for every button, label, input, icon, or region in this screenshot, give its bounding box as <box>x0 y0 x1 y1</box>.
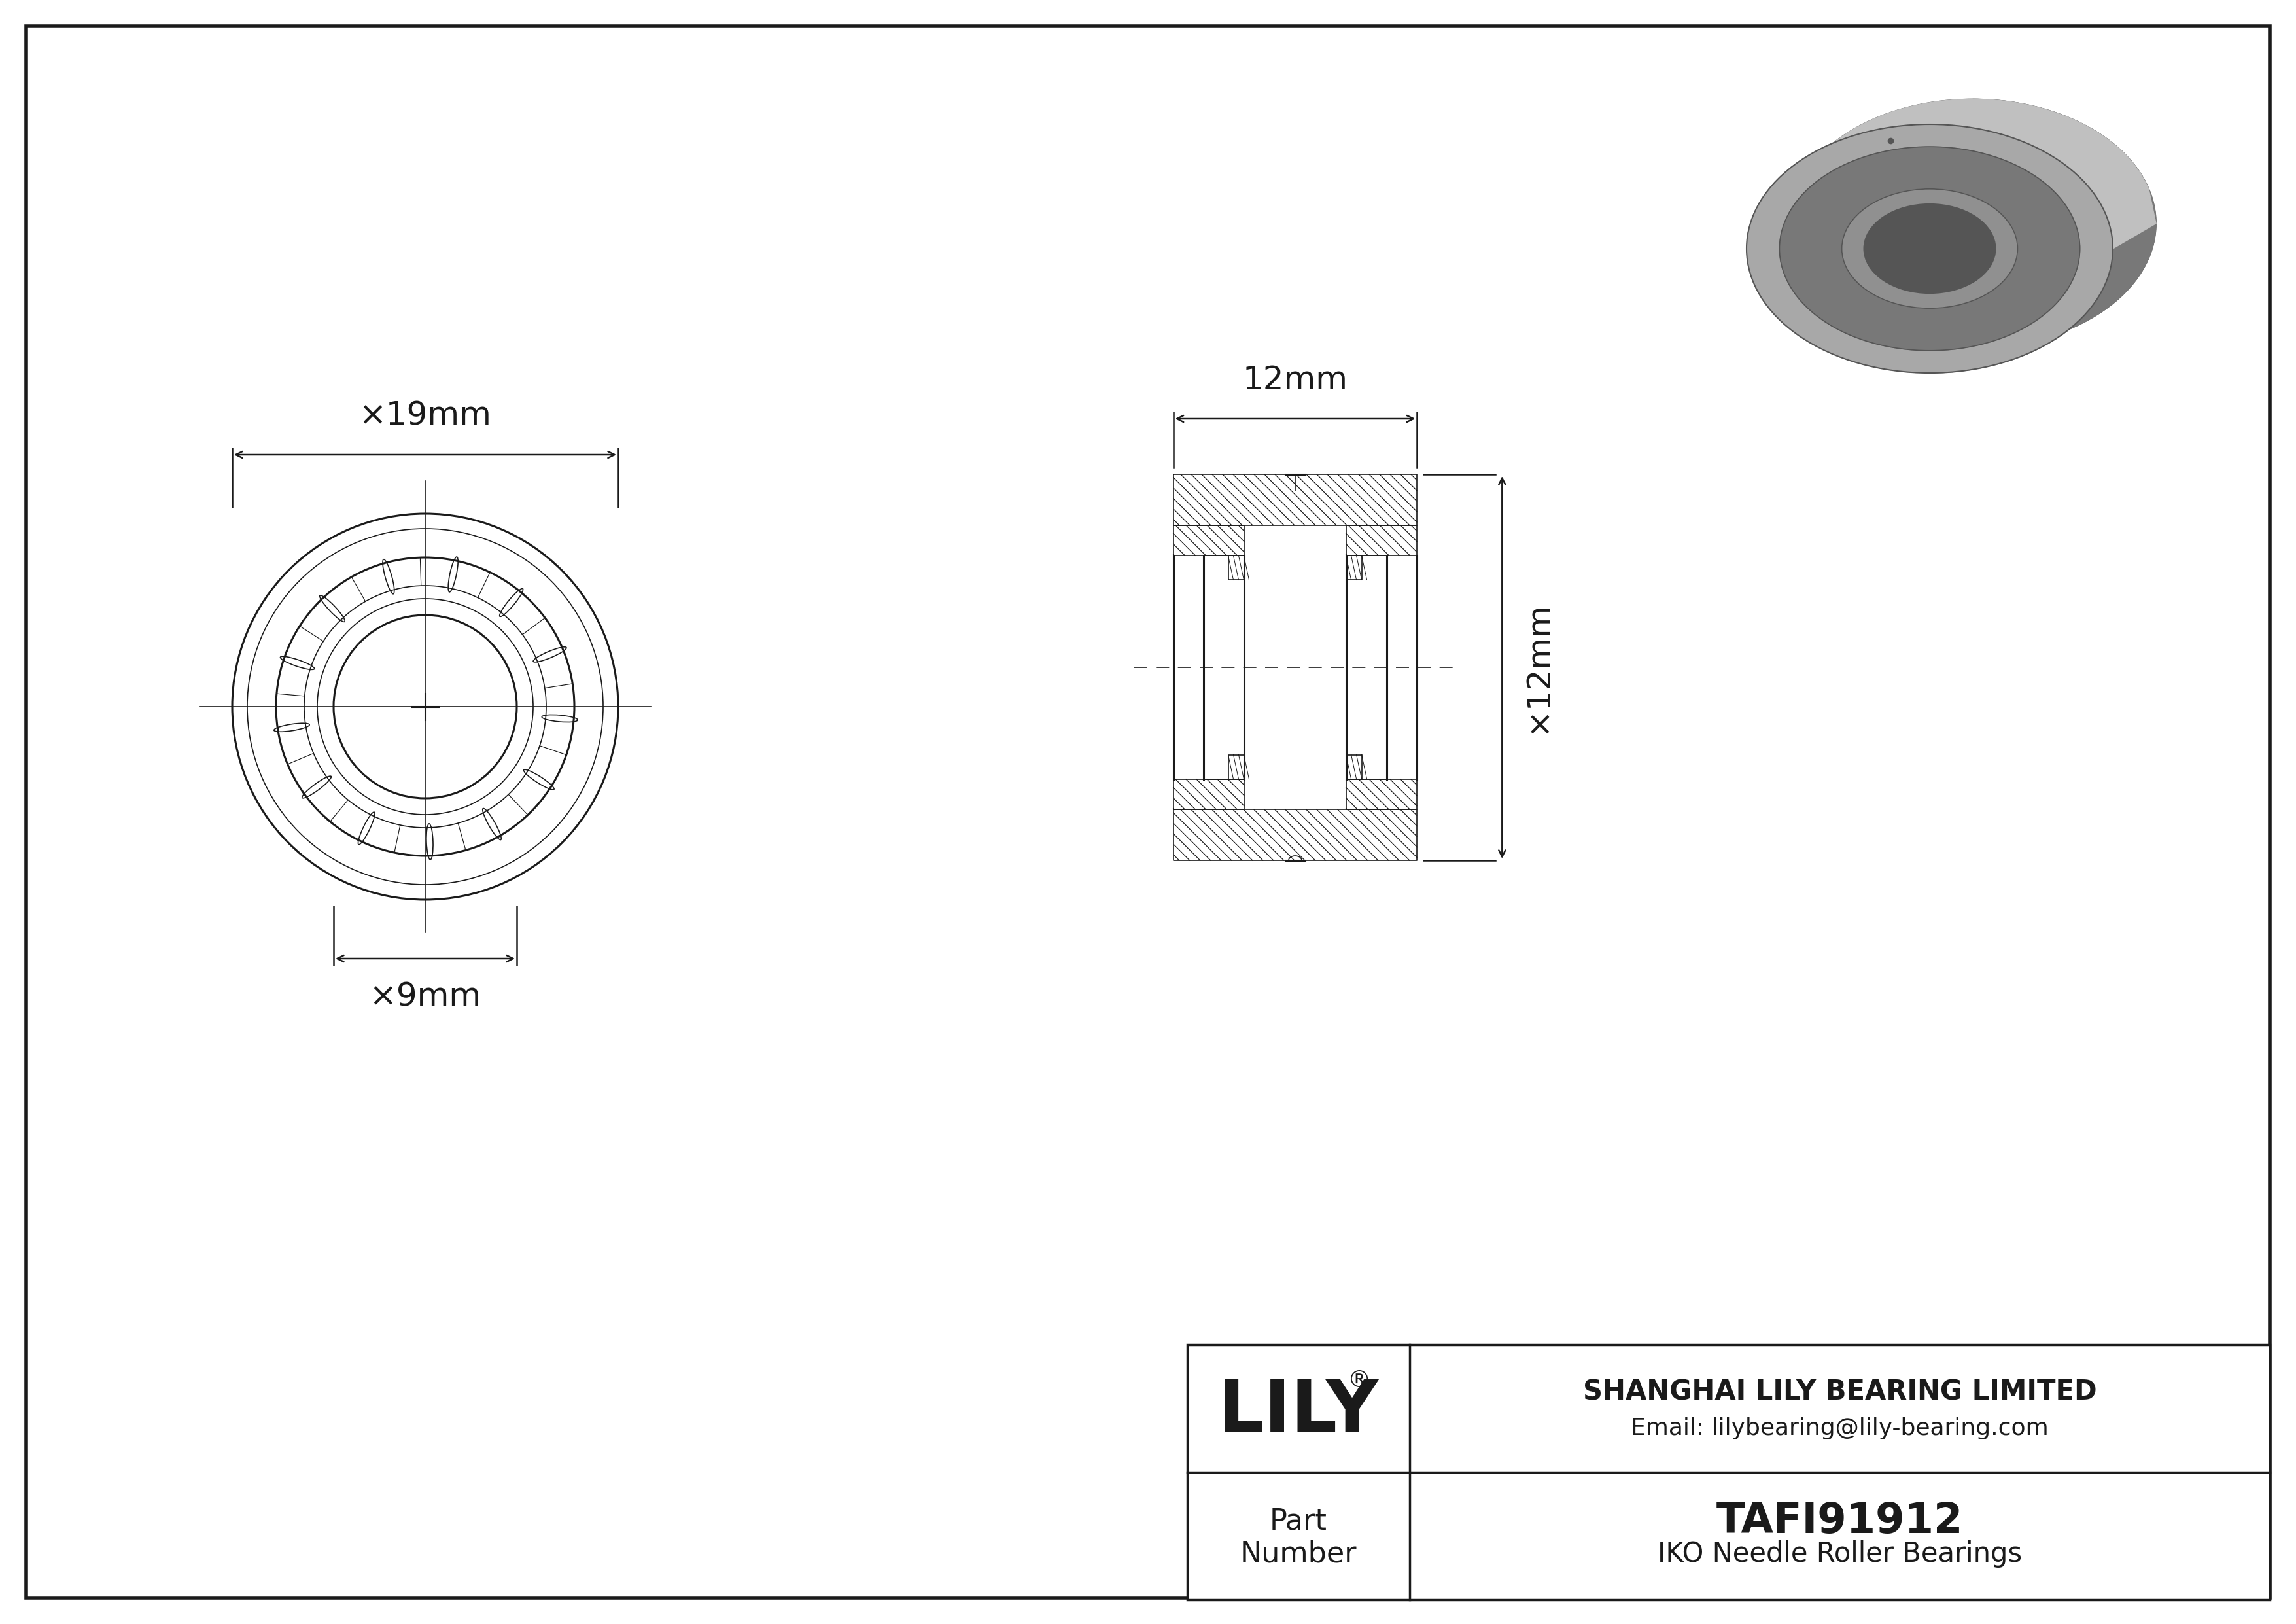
Bar <box>1345 555 1362 580</box>
Polygon shape <box>1747 99 2156 248</box>
Bar <box>1345 755 1362 780</box>
Text: TAFI91912: TAFI91912 <box>1717 1501 1963 1541</box>
Ellipse shape <box>1864 205 1995 294</box>
Text: Number: Number <box>1240 1540 1357 1569</box>
Bar <box>1228 555 1244 580</box>
Text: 12mm: 12mm <box>1242 364 1348 396</box>
Ellipse shape <box>1841 188 2018 309</box>
Polygon shape <box>1929 99 2156 374</box>
Text: IKO Needle Roller Bearings: IKO Needle Roller Bearings <box>1658 1541 2023 1569</box>
Text: ®: ® <box>1348 1369 1371 1392</box>
Text: SHANGHAI LILY BEARING LIMITED: SHANGHAI LILY BEARING LIMITED <box>1582 1379 2096 1406</box>
Text: ×12mm: ×12mm <box>1522 601 1552 734</box>
Text: Email: lilybearing@lily-bearing.com: Email: lilybearing@lily-bearing.com <box>1630 1416 2048 1439</box>
Text: Part: Part <box>1270 1507 1327 1536</box>
Text: LILY: LILY <box>1217 1377 1380 1447</box>
Ellipse shape <box>1747 125 2112 374</box>
Ellipse shape <box>1779 146 2080 351</box>
Bar <box>1187 1345 2271 1600</box>
Bar <box>1228 755 1244 780</box>
Text: ×19mm: ×19mm <box>358 401 491 432</box>
Text: ×9mm: ×9mm <box>370 981 482 1013</box>
